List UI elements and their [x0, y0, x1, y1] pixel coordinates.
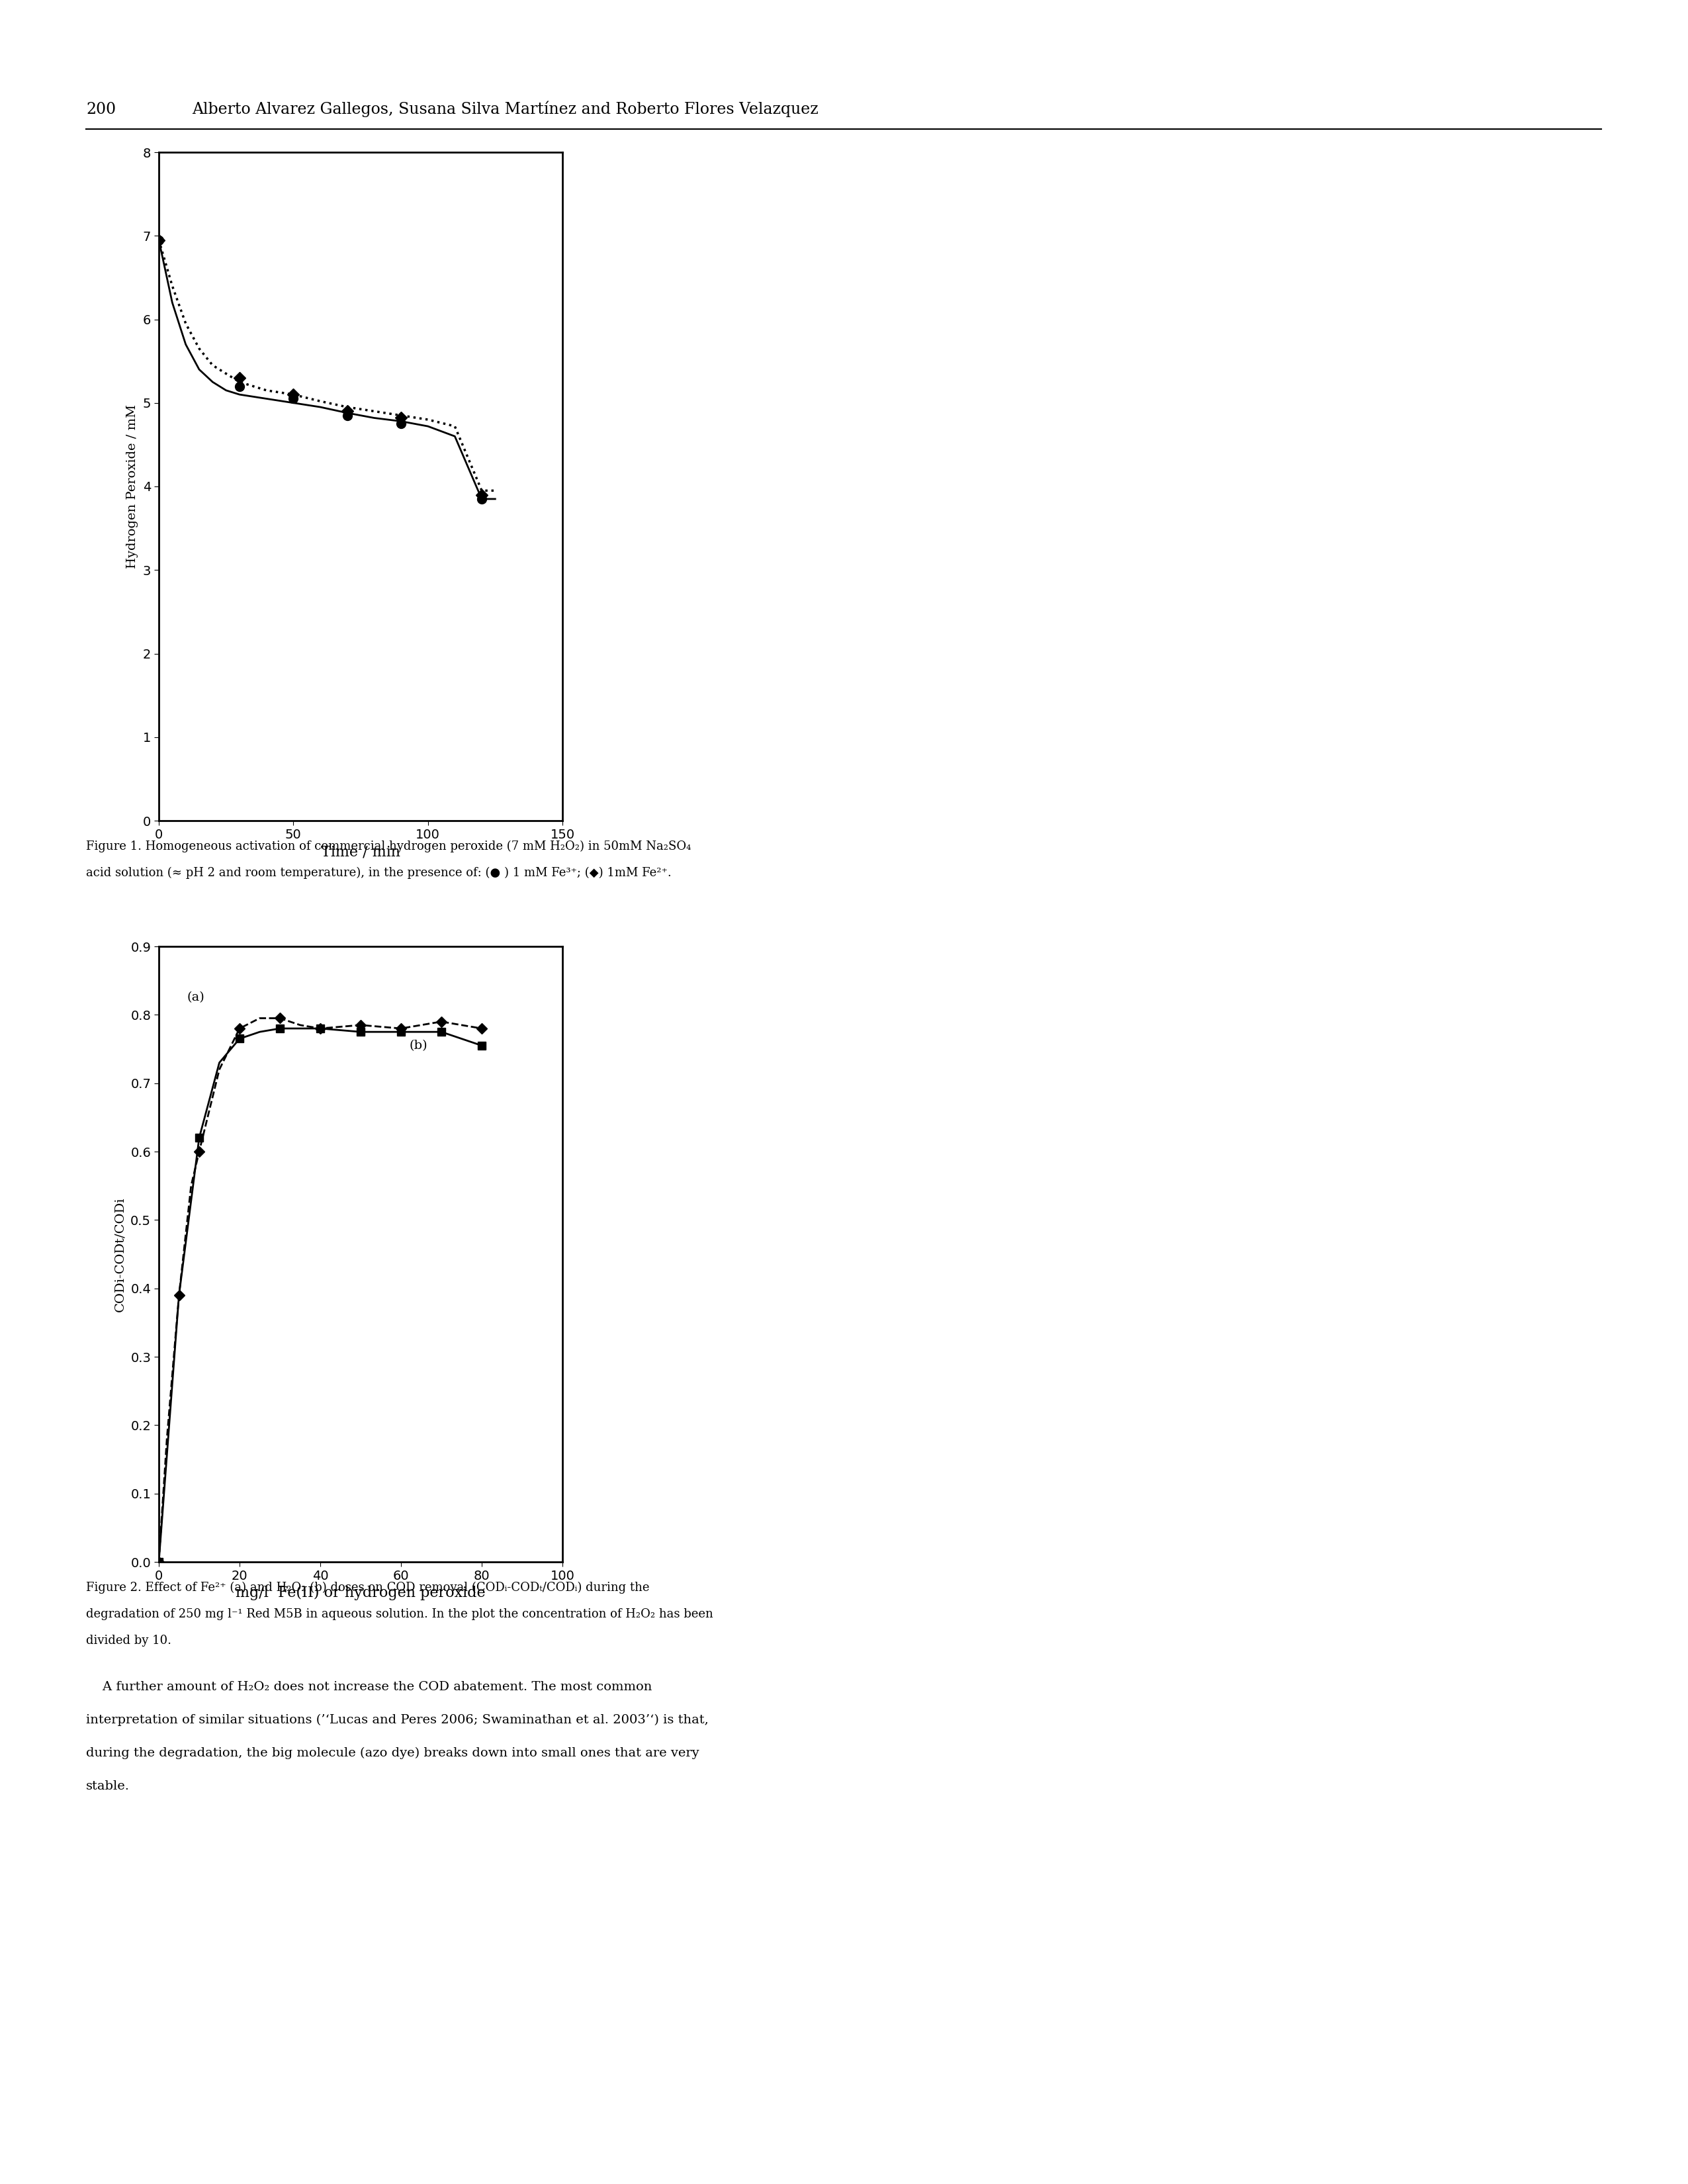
Text: 200: 200 — [86, 103, 116, 116]
Y-axis label: Hydrogen Peroxide / mM: Hydrogen Peroxide / mM — [127, 404, 138, 568]
X-axis label: Time / min: Time / min — [321, 845, 400, 858]
Text: (b): (b) — [408, 1040, 427, 1051]
Y-axis label: CODi-CODt/CODi: CODi-CODt/CODi — [115, 1197, 127, 1313]
Text: Figure 1. Homogeneous activation of commercial hydrogen peroxide (7 mM H₂O₂) in : Figure 1. Homogeneous activation of comm… — [86, 841, 690, 852]
Text: (a): (a) — [187, 992, 204, 1005]
Text: during the degradation, the big molecule (azo dye) breaks down into small ones t: during the degradation, the big molecule… — [86, 1747, 699, 1760]
Text: Figure 2. Effect of Fe²⁺ (a) and H₂O₂ (b) doses on COD removal (CODᵢ-CODₜ/CODᵢ) : Figure 2. Effect of Fe²⁺ (a) and H₂O₂ (b… — [86, 1581, 650, 1594]
Text: acid solution (≈ pH 2 and room temperature), in the presence of: (● ) 1 mM Fe³⁺;: acid solution (≈ pH 2 and room temperatu… — [86, 867, 672, 878]
X-axis label: mg/l  Fe(II) or hydrogen peroxide: mg/l Fe(II) or hydrogen peroxide — [236, 1586, 486, 1601]
Text: Alberto Alvarez Gallegos, Susana Silva Martínez and Roberto Flores Velazquez: Alberto Alvarez Gallegos, Susana Silva M… — [192, 100, 819, 118]
Text: divided by 10.: divided by 10. — [86, 1634, 172, 1647]
Text: A further amount of H₂O₂ does not increase the COD abatement. The most common: A further amount of H₂O₂ does not increa… — [86, 1682, 652, 1693]
Text: interpretation of similar situations (’‘Lucas and Peres 2006; Swaminathan et al.: interpretation of similar situations (’‘… — [86, 1714, 709, 1725]
Text: degradation of 250 mg l⁻¹ Red M5B in aqueous solution. In the plot the concentra: degradation of 250 mg l⁻¹ Red M5B in aqu… — [86, 1607, 712, 1621]
Text: stable.: stable. — [86, 1780, 130, 1793]
